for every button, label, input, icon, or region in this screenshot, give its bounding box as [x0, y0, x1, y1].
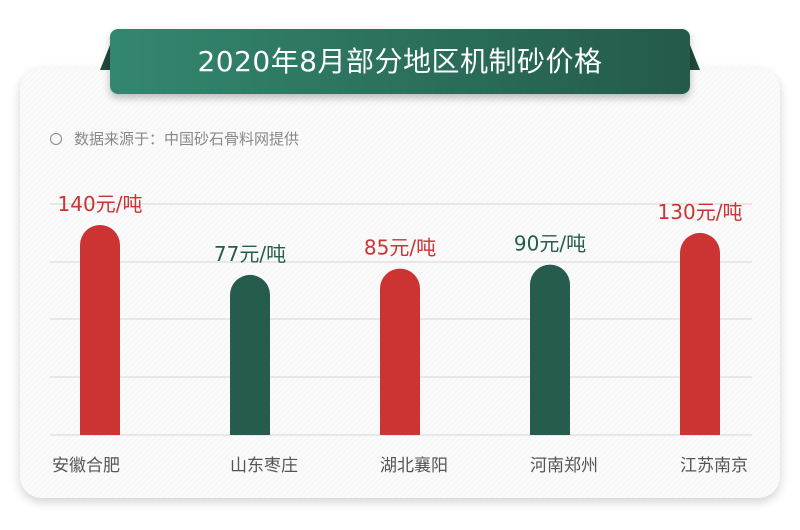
data-label: 77元/吨: [214, 242, 286, 266]
banner-fold-right: [688, 40, 700, 70]
data-label: 140元/吨: [58, 192, 143, 216]
category-label: 湖北襄阳: [380, 455, 448, 476]
bar: [80, 225, 120, 435]
category-label: 安徽合肥: [52, 456, 120, 476]
page-title: 2020年8月部分地区机制砂价格: [110, 29, 690, 94]
bar: [680, 232, 720, 435]
banner-fold-left: [100, 40, 112, 70]
category-label: 山东枣庄: [230, 456, 298, 476]
circle-bullet-icon: [50, 132, 62, 145]
data-source-text: 数据来源于：中国砂石骨料网提供: [74, 130, 300, 148]
data-label: 90元/吨: [514, 232, 586, 256]
data-source: 数据来源于：中国砂石骨料网提供: [50, 128, 299, 149]
category-label: 河南郑州: [530, 456, 598, 476]
data-label: 130元/吨: [658, 200, 743, 224]
category-label: 江苏南京: [680, 456, 748, 476]
bar: [380, 268, 420, 435]
bar: [530, 264, 570, 435]
data-label: 85元/吨: [364, 236, 436, 260]
bar: [230, 274, 270, 435]
